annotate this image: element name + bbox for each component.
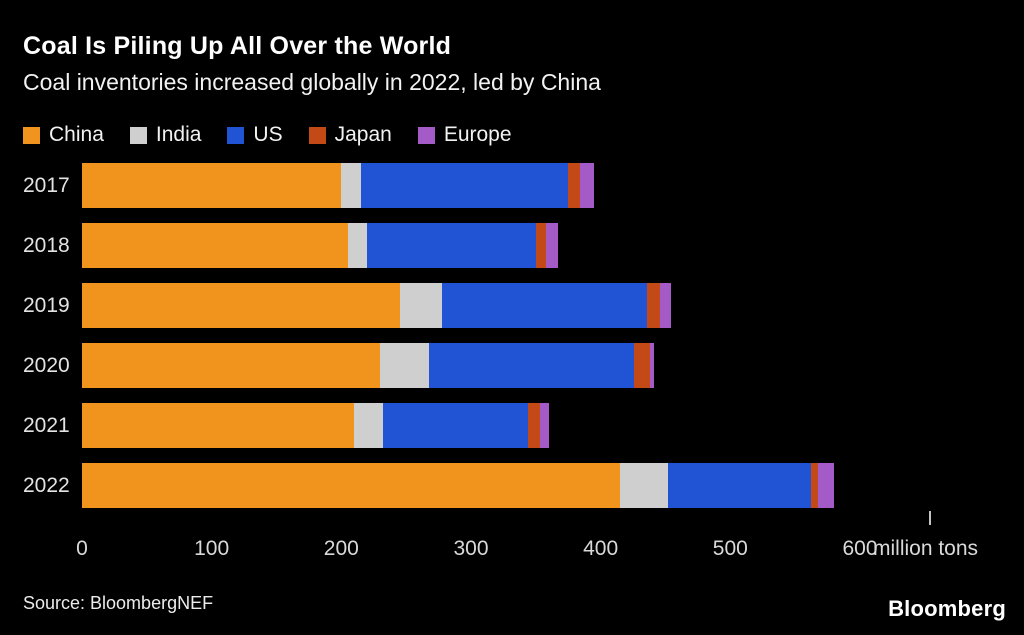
- legend-item-europe: Europe: [417, 123, 512, 147]
- bar-segment-china: [82, 343, 381, 388]
- legend-swatch-china: [23, 126, 40, 144]
- bar-segment-us: [360, 163, 569, 208]
- bar-segment-japan: [568, 163, 580, 208]
- legend-label: India: [155, 123, 202, 146]
- bar-segment-europe: [546, 223, 558, 268]
- year-label: 2022: [23, 473, 70, 497]
- x-tick-label-600: 600: [842, 537, 878, 560]
- bar-segment-japan: [528, 403, 540, 448]
- year-label: 2020: [23, 353, 70, 377]
- bar-segment-india: [354, 403, 383, 448]
- bar-segment-china: [82, 283, 400, 328]
- legend-label: US: [253, 123, 283, 146]
- x-tick-label-400: 400: [583, 537, 619, 560]
- chart-title: Coal Is Piling Up All Over the World: [23, 32, 452, 60]
- bar-track: [82, 223, 860, 268]
- bar-segment-india: [399, 283, 443, 328]
- legend-swatch-japan: [308, 126, 326, 144]
- x-tick-label-0: 0: [76, 537, 88, 560]
- bar-row-2019: 2019: [23, 283, 860, 328]
- axis-end-tick: [929, 511, 931, 525]
- bar-track: [82, 463, 860, 508]
- chart-subtitle: Coal inventories increased globally in 2…: [23, 69, 601, 95]
- year-label: 2019: [23, 293, 70, 317]
- year-label: 2018: [23, 233, 70, 257]
- bar-segment-us: [668, 463, 811, 508]
- x-tick-label-500: 500: [712, 537, 748, 560]
- bar-segment-us: [367, 223, 536, 268]
- bar-segment-europe: [660, 283, 671, 328]
- bar-segment-india: [380, 343, 430, 388]
- bar-segment-europe: [818, 463, 835, 508]
- x-tick-label-100: 100: [194, 537, 230, 560]
- bar-track: [82, 403, 860, 448]
- year-label: 2021: [23, 413, 70, 437]
- bar-track: [82, 163, 860, 208]
- bar-segment-china: [82, 163, 342, 208]
- bar-segment-china: [82, 403, 355, 448]
- bar-segment-europe: [579, 163, 595, 208]
- x-axis: million tons 0 100 200 300 400 500 600: [76, 537, 978, 563]
- bar-segment-japan: [647, 283, 661, 328]
- bar-segment-india: [347, 223, 368, 268]
- bar-segment-us: [382, 403, 529, 448]
- bar-rows: 2017 2018 2019 2020 2021 2022: [23, 163, 860, 523]
- bar-segment-us: [429, 343, 635, 388]
- x-axis-unit-label: million tons: [873, 537, 979, 560]
- legend-item-india: India: [129, 123, 202, 147]
- bar-segment-china: [82, 223, 348, 268]
- bar-segment-japan: [810, 463, 819, 508]
- x-tick-label-200: 200: [323, 537, 359, 560]
- bar-row-2017: 2017: [23, 163, 860, 208]
- legend-label: Europe: [443, 123, 512, 146]
- bar-track: [82, 283, 860, 328]
- year-label: 2017: [23, 173, 70, 197]
- legend-label: China: [49, 123, 104, 146]
- bar-segment-india: [341, 163, 361, 208]
- bar-row-2022: 2022: [23, 463, 860, 508]
- legend-item-us: US: [227, 123, 283, 147]
- legend-item-japan: Japan: [308, 123, 392, 147]
- bar-segment-europe: [539, 403, 549, 448]
- legend-label: Japan: [334, 123, 392, 146]
- legend-item-china: China: [23, 123, 104, 147]
- legend-swatch-india: [129, 126, 147, 144]
- legend-swatch-europe: [417, 126, 435, 144]
- bar-segment-india: [620, 463, 669, 508]
- bar-segment-japan: [634, 343, 650, 388]
- bar-segment-us: [442, 283, 648, 328]
- legend-swatch-us: [227, 126, 245, 144]
- source-text: Source: BloombergNEF: [23, 593, 214, 613]
- bar-segment-china: [82, 463, 621, 508]
- bloomberg-logo: Bloomberg: [888, 596, 1006, 621]
- legend: China India US Japan Europe: [23, 123, 512, 147]
- bar-track: [82, 343, 860, 388]
- bar-segment-europe: [649, 343, 654, 388]
- bar-row-2018: 2018: [23, 223, 860, 268]
- bar-row-2021: 2021: [23, 403, 860, 448]
- bar-segment-japan: [535, 223, 547, 268]
- bar-row-2020: 2020: [23, 343, 860, 388]
- x-tick-label-300: 300: [453, 537, 489, 560]
